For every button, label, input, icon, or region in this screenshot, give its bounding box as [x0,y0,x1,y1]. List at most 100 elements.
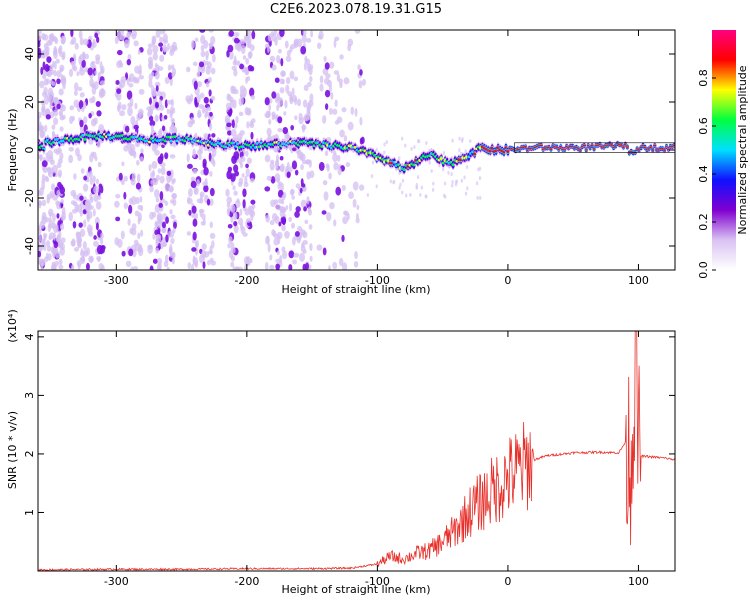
spectrogram-heatmap [38,30,675,270]
noise-speckle [321,210,327,215]
ridge-cell [621,146,626,148]
noise-speckle [79,119,84,128]
noise-speckle [289,166,293,173]
noise-speckle [166,108,170,115]
noise-speckle [76,260,82,267]
noise-speckle [303,61,308,71]
noise-speckle [121,250,126,257]
noise-speckle [84,66,88,73]
noise-speckle [147,56,153,65]
noise-speckle [149,265,154,270]
noise-speckle [56,103,61,110]
ridge-cell [578,149,582,151]
noise-speckle [93,81,99,90]
noise-speckle [40,66,44,76]
noise-speckle [75,194,79,201]
noise-speckle [99,69,104,75]
noise-speckle [458,148,461,153]
noise-speckle [389,179,393,184]
noise-speckle [205,55,209,61]
noise-speckle [309,93,314,103]
noise-speckle [77,86,83,92]
noise-speckle [207,76,212,83]
noise-speckle [53,117,59,126]
noise-speckle [191,247,197,252]
noise-speckle [130,178,136,186]
noise-speckle [281,216,286,226]
noise-speckle [46,40,52,47]
noise-speckle [46,245,52,252]
noise-speckle [225,102,231,110]
noise-speckle [227,223,233,229]
noise-speckle [274,173,281,182]
noise-speckle [79,195,84,201]
noise-speckle [203,184,209,193]
noise-speckle [186,153,190,163]
noise-speckle [39,80,45,89]
noise-speckle [294,169,299,176]
noise-speckle [307,81,312,87]
noise-speckle [385,140,388,145]
noise-speckle [302,186,306,192]
noise-speckle [476,195,479,200]
snr-y-ticks: 1 2 3 4 [23,333,675,516]
noise-speckle [135,196,140,205]
noise-speckle [324,103,329,110]
noise-speckle [173,221,177,229]
noise-speckle [42,50,46,59]
noise-speckle [56,70,62,78]
noise-speckle [291,195,295,200]
noise-speckle [73,82,79,92]
ridge-cell [649,146,653,148]
noise-speckle [53,241,59,249]
noise-speckle [154,229,161,236]
noise-speckle [337,167,342,176]
noise-speckle [41,108,47,117]
snr-x-tick-label: -300 [104,575,129,588]
noise-speckle [286,171,291,178]
noise-speckle [152,52,158,61]
noise-speckle [148,115,154,122]
noise-speckle [284,230,290,239]
noise-speckle [75,147,80,157]
noise-speckle [240,223,244,231]
noise-speckle [322,247,327,256]
noise-speckle [89,154,94,163]
noise-speckle [61,55,66,61]
noise-speckle [303,84,309,92]
snr-series-line [38,331,675,571]
noise-speckle [116,31,122,42]
noise-speckle [70,189,77,197]
noise-speckle [38,121,42,130]
noise-speckle [47,208,54,217]
noise-speckle [192,218,198,227]
noise-speckle [130,195,137,206]
noise-speckle [191,205,197,214]
noise-speckle [128,82,134,88]
noise-speckle [347,44,352,52]
noise-speckle [241,44,246,55]
noise-speckle [269,264,275,270]
noise-speckle [273,30,278,35]
spectrogram-y-tick-label: -40 [23,237,36,255]
noise-speckle [48,68,55,76]
noise-speckle [95,57,100,65]
noise-speckle [230,216,234,223]
ridge-cell [592,148,596,150]
noise-speckle [399,182,402,187]
snr-x-ticks: -300 -200 -100 0 100 [104,331,649,588]
spectrogram-x-tick-label: -200 [234,274,259,287]
noise-speckle [91,41,97,48]
noise-speckle [152,233,156,240]
noise-speckle [59,126,64,132]
noise-speckle [348,191,354,200]
snr-x-tick-label: 100 [628,575,649,588]
noise-speckle [210,157,215,165]
noise-speckle [116,49,123,56]
noise-speckle [81,106,85,113]
noise-speckle [53,69,57,77]
noise-speckle [38,258,45,266]
ridge-cell [590,144,594,147]
spectrogram-x-tick-label: 100 [628,274,649,287]
